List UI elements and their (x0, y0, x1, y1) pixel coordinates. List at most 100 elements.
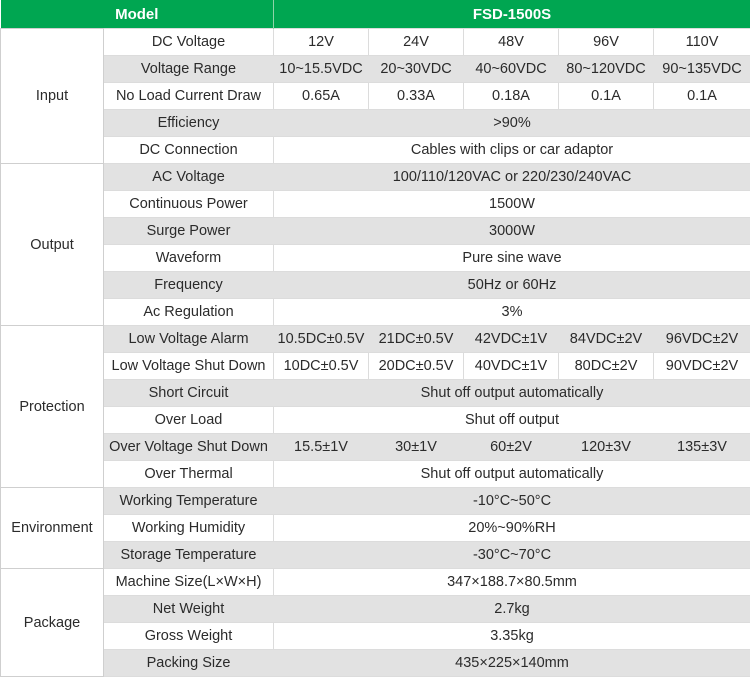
spec-value: 40~60VDC (464, 56, 559, 83)
spec-value: Shut off output automatically (274, 380, 750, 407)
spec-value: -10°C~50°C (274, 488, 750, 515)
spec-value: 80~120VDC (559, 56, 654, 83)
spec-value: 2.7kg (274, 596, 750, 623)
spec-label: Efficiency (104, 110, 274, 137)
group-label: Package (1, 569, 104, 677)
spec-value: 90VDC±2V (654, 353, 750, 380)
spec-value: 15.5±1V (274, 434, 369, 461)
spec-value: 12V (274, 29, 369, 56)
spec-value: Shut off output automatically (274, 461, 750, 488)
spec-value: 20~30VDC (369, 56, 464, 83)
spec-value: 435×225×140mm (274, 650, 750, 677)
spec-label: Over Voltage Shut Down (104, 434, 274, 461)
spec-label: Low Voltage Alarm (104, 326, 274, 353)
spec-label: Ac Regulation (104, 299, 274, 326)
spec-value: 0.33A (369, 83, 464, 110)
spec-value: 110V (654, 29, 750, 56)
spec-label: Voltage Range (104, 56, 274, 83)
spec-value: 10~15.5VDC (274, 56, 369, 83)
spec-value: 80DC±2V (559, 353, 654, 380)
spec-label: Surge Power (104, 218, 274, 245)
spec-label: Machine Size(L×W×H) (104, 569, 274, 596)
spec-value: 3.35kg (274, 623, 750, 650)
spec-value: 20DC±0.5V (369, 353, 464, 380)
spec-label: No Load Current Draw (104, 83, 274, 110)
group-label: Environment (1, 488, 104, 569)
spec-value: 3000W (274, 218, 750, 245)
spec-value: 24V (369, 29, 464, 56)
spec-label: Low Voltage Shut Down (104, 353, 274, 380)
spec-value: 90~135VDC (654, 56, 750, 83)
spec-value: 42VDC±1V (464, 326, 559, 353)
spec-label: Waveform (104, 245, 274, 272)
table-row: Efficiency>90% (1, 110, 750, 137)
spec-label: Over Load (104, 407, 274, 434)
spec-value: 0.18A (464, 83, 559, 110)
spec-label: Continuous Power (104, 191, 274, 218)
spec-value: 1500W (274, 191, 750, 218)
spec-label: Storage Temperature (104, 542, 274, 569)
spec-value: 20%~90%RH (274, 515, 750, 542)
spec-label: Gross Weight (104, 623, 274, 650)
spec-value: Pure sine wave (274, 245, 750, 272)
spec-value: 0.1A (559, 83, 654, 110)
spec-value: 10DC±0.5V (274, 353, 369, 380)
spec-value: -30°C~70°C (274, 542, 750, 569)
spec-value: 50Hz or 60Hz (274, 272, 750, 299)
group-label: Input (1, 29, 104, 164)
spec-value: 347×188.7×80.5mm (274, 569, 750, 596)
spec-value: 60±2V (464, 434, 559, 461)
spec-value: 96VDC±2V (654, 326, 750, 353)
spec-value: 0.1A (654, 83, 750, 110)
spec-label: Packing Size (104, 650, 274, 677)
spec-value: 135±3V (654, 434, 750, 461)
spec-value: 48V (464, 29, 559, 56)
spec-value: 96V (559, 29, 654, 56)
spec-value: Cables with clips or car adaptor (274, 137, 750, 164)
spec-value: 21DC±0.5V (369, 326, 464, 353)
group-label: Protection (1, 326, 104, 488)
spec-value: 84VDC±2V (559, 326, 654, 353)
spec-value: 100/110/120VAC or 220/230/240VAC (274, 164, 750, 191)
spec-label: Short Circuit (104, 380, 274, 407)
spec-label: Working Humidity (104, 515, 274, 542)
spec-label: Working Temperature (104, 488, 274, 515)
group-label: Output (1, 164, 104, 326)
spec-value: 30±1V (369, 434, 464, 461)
spec-value: 10.5DC±0.5V (274, 326, 369, 353)
header-row: Model FSD-1500S (1, 0, 750, 29)
spec-value: Shut off output (274, 407, 750, 434)
spec-value: 120±3V (559, 434, 654, 461)
spec-label: Net Weight (104, 596, 274, 623)
spec-value: 3% (274, 299, 750, 326)
model-header: Model (1, 0, 274, 29)
model-value-header: FSD-1500S (274, 0, 750, 29)
spec-label: DC Voltage (104, 29, 274, 56)
spec-value: >90% (274, 110, 750, 137)
spec-label: Over Thermal (104, 461, 274, 488)
table-row: Storage Temperature-30°C~70°C (1, 542, 750, 569)
spec-value: 0.65A (274, 83, 369, 110)
spec-label: DC Connection (104, 137, 274, 164)
